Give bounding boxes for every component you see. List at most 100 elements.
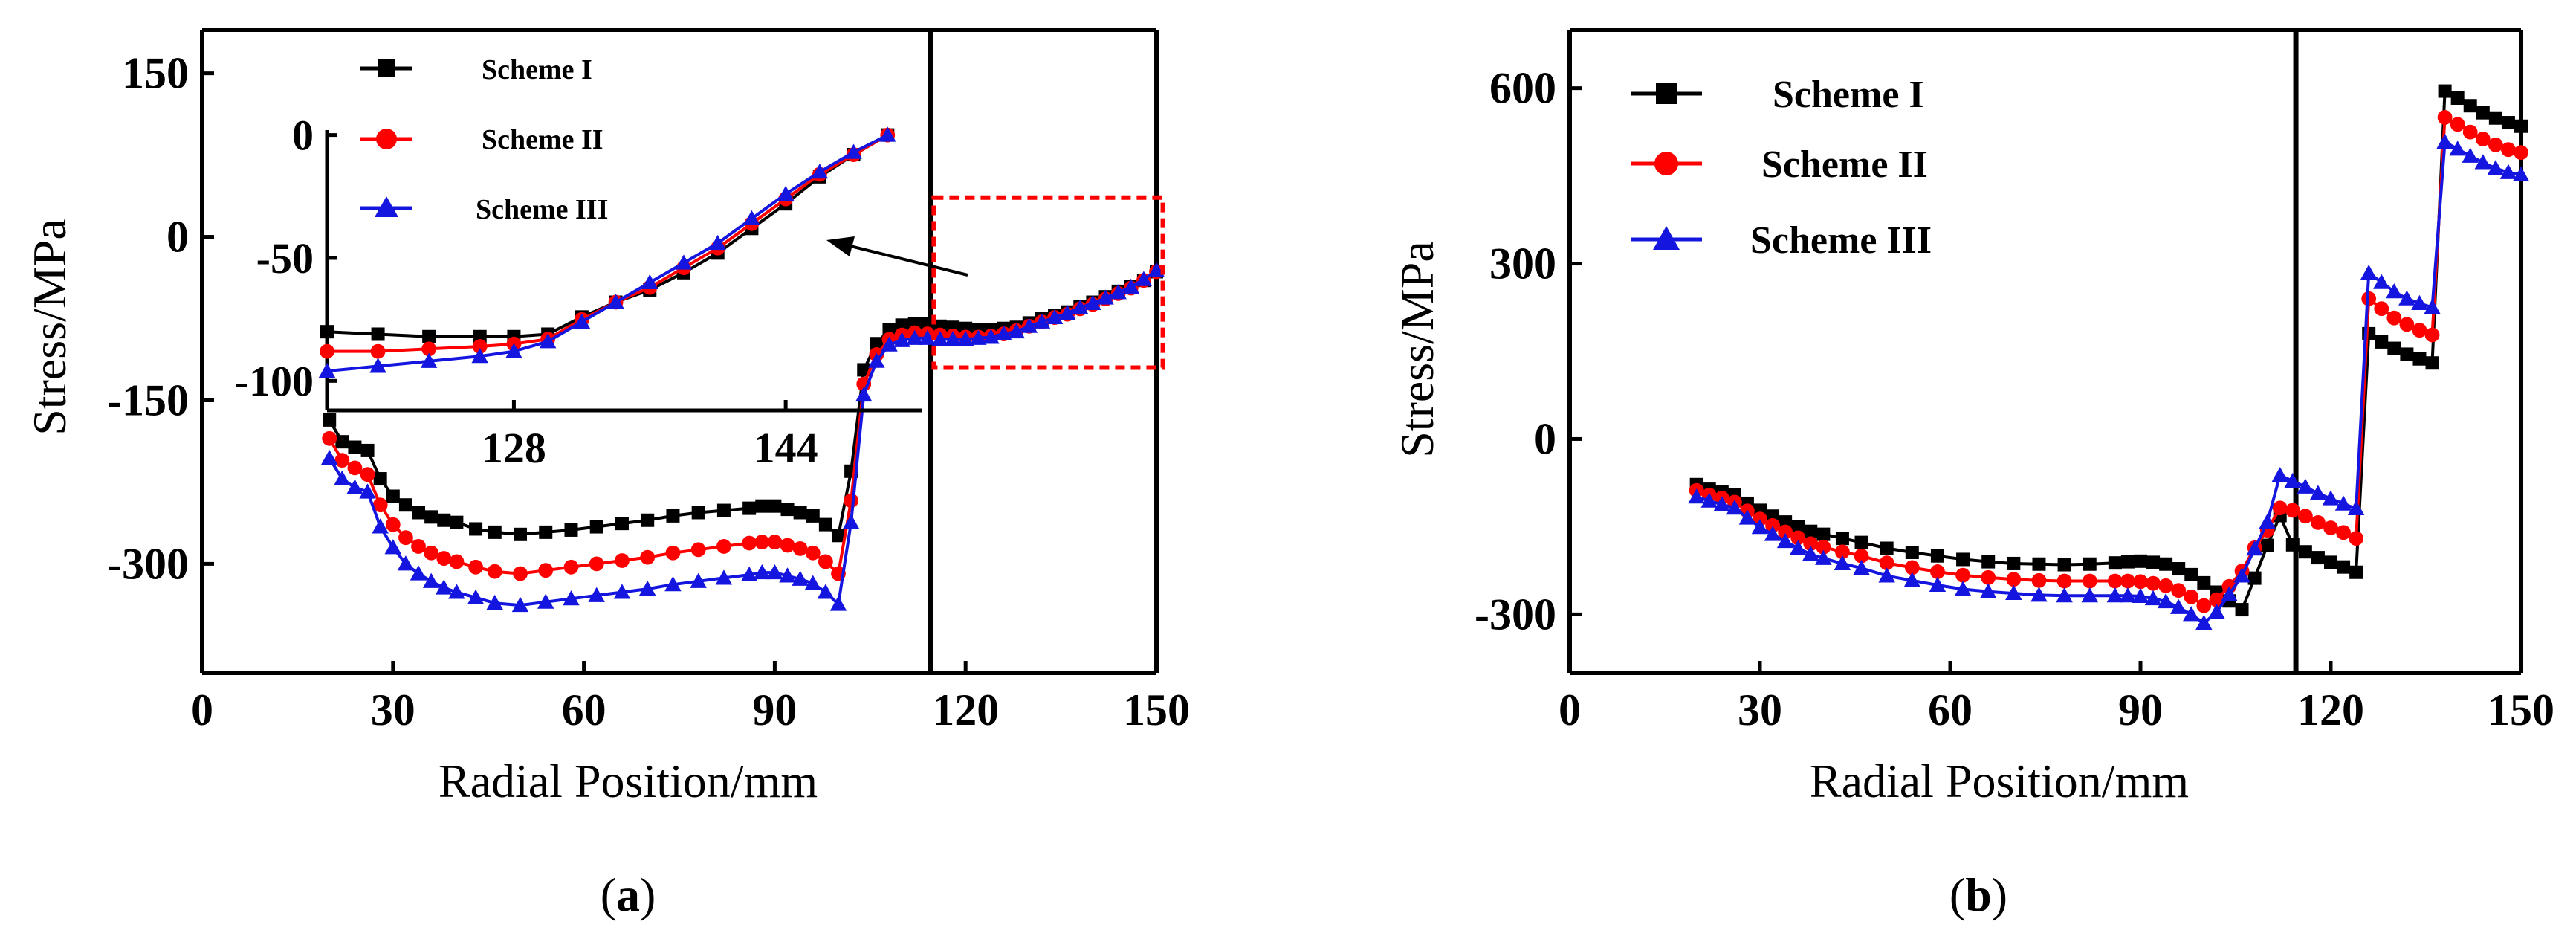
panel-a-series-3-point — [1008, 323, 1025, 339]
panel-b-series-3-point — [2259, 513, 2276, 529]
panel-a-series-2-point — [665, 545, 681, 561]
panel-a-series-1-point — [412, 506, 426, 520]
panel-b-x-tick-label: 120 — [2297, 685, 2364, 735]
panel-a-y-tick-label: -300 — [107, 539, 189, 588]
panel-a-y-tick-label: -150 — [107, 375, 189, 425]
panel-a-series-3-point — [779, 567, 796, 583]
panel-b-series-1-point — [2450, 91, 2465, 106]
panel-a-series-3-point — [1135, 271, 1153, 286]
panel-a-series-3-point — [754, 564, 771, 580]
panel-a-series-3-point — [1097, 289, 1114, 305]
panel-a-series-1-point — [424, 510, 438, 524]
legend-a-scheme2-marker — [376, 129, 397, 149]
panel-a-series-3-point — [893, 332, 910, 347]
panel-b-series-2-point — [2031, 572, 2047, 588]
panel-a-label-letter: a — [616, 868, 640, 921]
panel-b-series-1-point — [2197, 575, 2211, 590]
inset-series-3-point — [420, 352, 438, 368]
panel-b-x-tick-label: 150 — [2488, 685, 2554, 735]
panel-a-series-2-point — [398, 530, 413, 546]
panel-a-series-1-point — [666, 509, 680, 523]
panel-b-series-2-point — [2349, 531, 2364, 546]
panel-b-series-2-point — [2475, 132, 2491, 146]
panel-a-series-3-point — [690, 572, 707, 588]
panel-b-series-1-point — [1835, 532, 1849, 546]
panel-b-series-3-point — [2449, 141, 2466, 156]
panel-b-series-1-point — [1779, 515, 1793, 529]
panel-a-label-close: ) — [640, 868, 656, 921]
panel-b-series-2-point — [2386, 310, 2402, 326]
panel-b-series-1-point — [2311, 551, 2325, 565]
panel-b-series-3-point — [1954, 581, 1972, 596]
panel-b-series-group — [1688, 84, 2530, 630]
legend-b-scheme2-marker — [1654, 152, 1678, 175]
legend-b-scheme2-label: Scheme II — [1761, 143, 1928, 186]
inset-series-2-point — [421, 341, 437, 357]
panel-a-x-tick-label: 0 — [191, 685, 213, 735]
panel-b-y-tick-label: 300 — [1489, 239, 1556, 288]
panel-b-series-2-point — [2272, 500, 2288, 516]
panel-b-series-3-point — [1738, 509, 1756, 525]
panel-b-y-axis-label: Stress/MPa — [1391, 241, 1443, 458]
panel-b-series-3-point — [2512, 166, 2530, 182]
inset-series-2-point — [370, 343, 386, 359]
panel-b-series-3-point — [2030, 587, 2048, 602]
panel-b-series-2-point — [2501, 142, 2516, 158]
panel-b-series-1-point — [2514, 119, 2528, 133]
inset-series-1-point — [371, 327, 385, 341]
legend-b-scheme1-label: Scheme I — [1773, 74, 1924, 116]
panel-a-series-3-point — [842, 514, 860, 529]
panel-a-series-2-point — [563, 559, 579, 575]
panel-a-series-group — [320, 262, 1165, 613]
panel-a-series-1-point — [768, 499, 782, 513]
panel-b-x-tick-label: 0 — [1559, 685, 1581, 735]
inset-y-tick-label: -100 — [235, 357, 314, 405]
panel-b-y-ticks: 600 300 0 -300 — [1475, 64, 1582, 639]
panel-b-series-3-point — [2233, 567, 2250, 583]
inset-series-3-point — [641, 274, 658, 290]
panel-a-x-axis-label: Radial Position/mm — [438, 755, 818, 807]
panel-b-series-3-point — [2499, 164, 2517, 179]
panel-a-label: (a) — [601, 868, 656, 921]
panel-b-series-1-point — [1816, 527, 1831, 541]
panel-b-x-axis-label: Radial Position/mm — [1810, 755, 2189, 807]
panel-b-series-1-point — [2172, 562, 2186, 576]
panel-b-series-3-point — [2208, 603, 2225, 619]
panel-a-series-2-point — [805, 545, 821, 561]
panel-b-series-3-point — [2347, 500, 2365, 516]
panel-a-series-3-point — [334, 470, 351, 486]
inset-series-3-point — [369, 358, 386, 373]
panel-a-series-3-point — [613, 584, 631, 599]
panel-b-series-2-point — [1835, 544, 1850, 560]
panel-b-series-1-point — [1956, 552, 1970, 567]
panel-b-series-1-point — [2260, 538, 2274, 552]
panel-a-series-3-point — [397, 555, 415, 571]
panel-a-series-1-line — [328, 270, 1158, 538]
panel-a-x-tick-label: 60 — [562, 685, 606, 735]
panel-b-series-2-point — [1955, 567, 1970, 583]
panel-a-series-3-point — [563, 590, 580, 606]
panel-a-series-3-point — [766, 564, 783, 580]
panel-a-series-3-point — [486, 594, 504, 610]
panel-b-series-3-point — [1751, 518, 1769, 535]
panel-a-series-3-point — [715, 569, 733, 585]
panel-a-series-3-point — [511, 596, 529, 613]
panel-b-series-2-point — [2196, 598, 2212, 613]
panel-b-label: (b) — [1949, 868, 2007, 921]
panel-b-label-letter: b — [1965, 868, 1992, 921]
legend-a-scheme1: Scheme I — [360, 54, 592, 85]
panel-a-series-3-point — [740, 566, 758, 582]
panel-b-series-1-point — [2083, 557, 2097, 571]
panel-a-x-tick-label: 30 — [371, 685, 415, 735]
legend-b-scheme3: Scheme III — [1631, 219, 1932, 262]
panel-a-legend: Scheme I Scheme II Scheme III — [360, 54, 608, 225]
panel-b-series-2-point — [2488, 138, 2503, 152]
panel-b-y-tick-label: 0 — [1534, 414, 1556, 463]
panel-a-series-1-point — [691, 506, 705, 520]
panel-b-series-1-point — [2488, 111, 2502, 125]
panel-a-series-2-point — [615, 553, 630, 568]
legend-a-scheme3-marker — [375, 196, 398, 217]
legend-b-scheme2: Scheme II — [1631, 143, 1928, 186]
panel-b-series-2-point — [2374, 301, 2389, 316]
panel-b-x-tick-label: 60 — [1928, 685, 1973, 735]
